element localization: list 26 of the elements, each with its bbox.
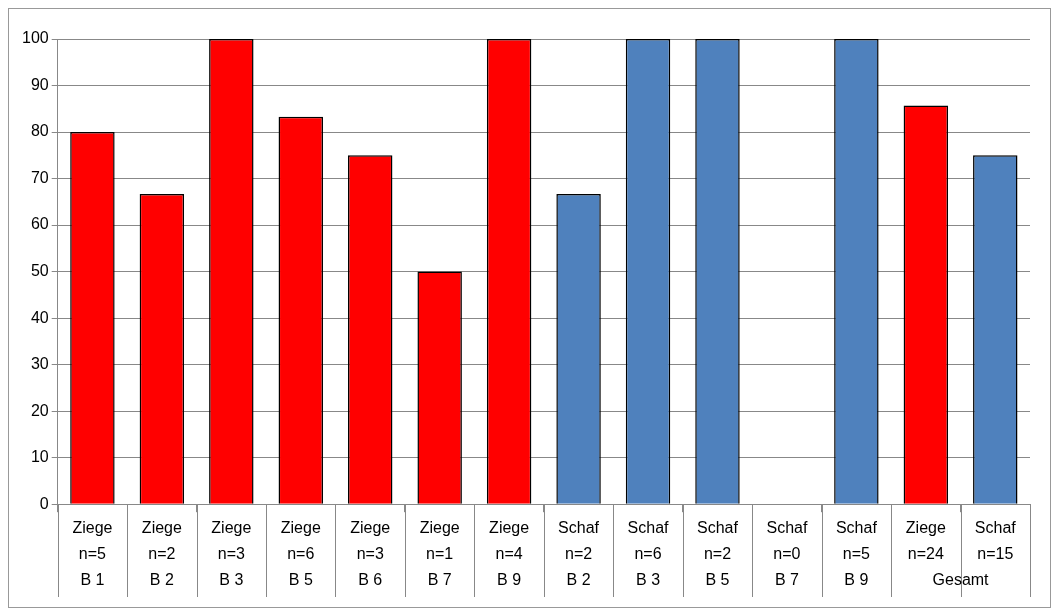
y-tick-label: 40 <box>30 308 49 326</box>
y-tick-label: 90 <box>30 75 49 93</box>
x-tick-label: Ziege n=5 B 1 <box>72 519 113 588</box>
x-tick-label: Ziege n=3 B 6 <box>350 519 391 588</box>
x-tick-label: Ziege n=1 B 7 <box>419 519 460 588</box>
x-tick-label: Schaf n=2 B 2 <box>558 519 600 588</box>
x-tick-label: Schaf n=6 B 3 <box>627 519 670 588</box>
x-tick-label: Schaf n=15 <box>974 519 1017 563</box>
x-tick-label: Ziege n=4 B 9 <box>489 519 530 588</box>
y-tick-label: 0 <box>39 494 49 512</box>
y-tick-label: 20 <box>30 401 49 419</box>
y-tick-label: 60 <box>30 215 49 233</box>
x-tick-label: Schaf n=0 B 7 <box>766 519 808 588</box>
y-tick-label: 30 <box>30 355 49 373</box>
x-tick-label: Schaf n=5 B 9 <box>835 519 878 588</box>
text: Gesamt <box>932 570 990 588</box>
y-tick-label: 10 <box>30 448 49 466</box>
y-tick-label: 80 <box>30 122 49 140</box>
x-tick-label: Schaf n=2 B 5 <box>697 519 739 588</box>
y-tick-label: 50 <box>30 262 49 280</box>
x-tick-label: Ziege n=2 B 2 <box>141 519 182 588</box>
y-tick-label: 100 <box>21 29 49 47</box>
x-tick-label: Ziege n=6 B 5 <box>280 519 321 588</box>
x-tick-label: Ziege n=24 <box>905 519 946 563</box>
y-tick-label: 70 <box>30 168 49 186</box>
x-tick-label: Ziege n=3 B 3 <box>211 519 252 588</box>
